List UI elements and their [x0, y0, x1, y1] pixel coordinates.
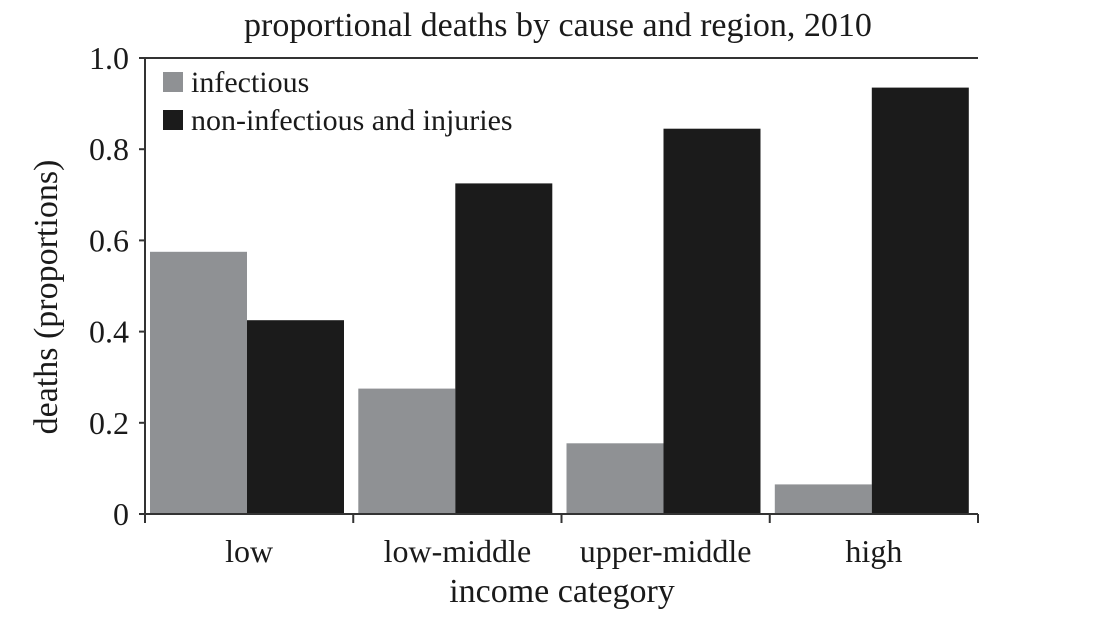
- legend-swatch-infectious: [163, 72, 183, 92]
- legend-swatch-non-infectious: [163, 110, 183, 130]
- y-tick-label: 0.6: [89, 222, 129, 258]
- x-axis-label: income category: [449, 573, 675, 610]
- x-tick-label: low-middle: [384, 533, 532, 569]
- x-ticks-group: low low-middle upper-middle high: [144, 514, 979, 569]
- bar-infectious-low-middle: [358, 388, 456, 514]
- bar-infectious-low: [150, 251, 247, 515]
- x-tick-label: low: [225, 533, 273, 569]
- y-tick-label: 0.8: [89, 131, 129, 167]
- legend: infectious non-infectious and injuries: [163, 66, 513, 137]
- bar-non-infectious-low: [247, 320, 344, 514]
- legend-label-non-infectious: non-infectious and injuries: [191, 104, 513, 137]
- y-tick-label: 0.4: [89, 314, 129, 350]
- x-tick-label: high: [845, 533, 902, 569]
- y-tick-label: 0.2: [89, 405, 129, 441]
- bar-non-infectious-high: [871, 87, 969, 514]
- y-tick-label: 1.0: [89, 40, 129, 76]
- y-axis-label: deaths (proportions): [28, 160, 65, 435]
- bar-infectious-high: [774, 484, 872, 514]
- bar-non-infectious-upper-middle: [663, 128, 761, 514]
- bar-non-infectious-low-middle: [455, 183, 553, 514]
- x-tick-label: upper-middle: [580, 533, 752, 569]
- y-tick-label: 0: [113, 496, 129, 532]
- bars-group: [150, 87, 969, 515]
- y-ticks-group: 0 0.2 0.4 0.6 0.8 1.0: [89, 40, 145, 532]
- legend-label-infectious: infectious: [191, 66, 309, 99]
- chart-title: proportional deaths by cause and region,…: [244, 7, 872, 44]
- bar-infectious-upper-middle: [566, 443, 664, 514]
